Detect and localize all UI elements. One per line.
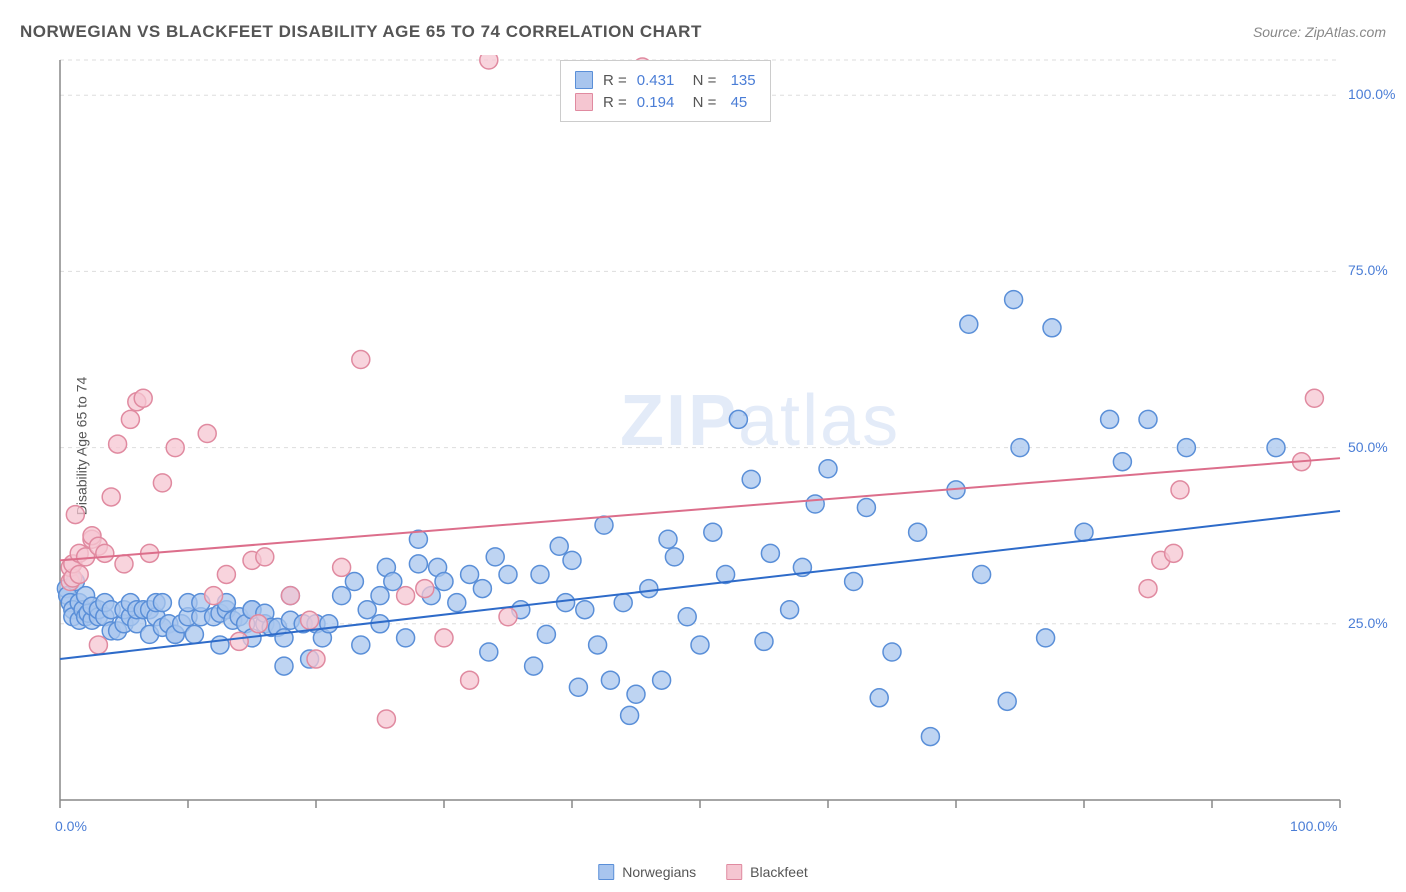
stats-row: R = 0.194 N = 45 [575,91,756,113]
stats-n-value: 45 [726,94,747,111]
legend-swatch [726,864,742,880]
stats-n-value: 135 [726,72,755,89]
stats-legend-box: R = 0.431 N = 135 R = 0.194 N = 45 [560,60,771,122]
chart-header: NORWEGIAN VS BLACKFEET DISABILITY AGE 65… [20,22,1386,42]
y-tick-label: 25.0% [1348,615,1388,631]
stats-row: R = 0.431 N = 135 [575,69,756,91]
source-label: Source: [1253,24,1301,40]
legend-label: Blackfeet [750,864,808,880]
y-tick-label: 75.0% [1348,262,1388,278]
stats-r-value: 0.194 [637,94,675,111]
series-legend: Norwegians Blackfeet [598,864,808,880]
stats-n-label: N = [684,72,716,89]
stats-r-label: R = [603,72,627,89]
stats-swatch [575,93,593,111]
stats-n-label: N = [684,94,716,111]
stats-r-value: 0.431 [637,72,675,89]
y-tick-label: 50.0% [1348,439,1388,455]
legend-item: Blackfeet [726,864,808,880]
chart-title: NORWEGIAN VS BLACKFEET DISABILITY AGE 65… [20,22,702,42]
source-name: ZipAtlas.com [1305,24,1386,40]
stats-r-label: R = [603,94,627,111]
x-tick-label: 0.0% [55,818,87,834]
source-attribution: Source: ZipAtlas.com [1253,24,1386,40]
scatter-chart-svg [50,55,1386,835]
legend-item: Norwegians [598,864,696,880]
stats-swatch [575,71,593,89]
chart-container [50,55,1386,835]
legend-swatch [598,864,614,880]
y-tick-label: 100.0% [1348,86,1395,102]
x-tick-label: 100.0% [1290,818,1337,834]
legend-label: Norwegians [622,864,696,880]
